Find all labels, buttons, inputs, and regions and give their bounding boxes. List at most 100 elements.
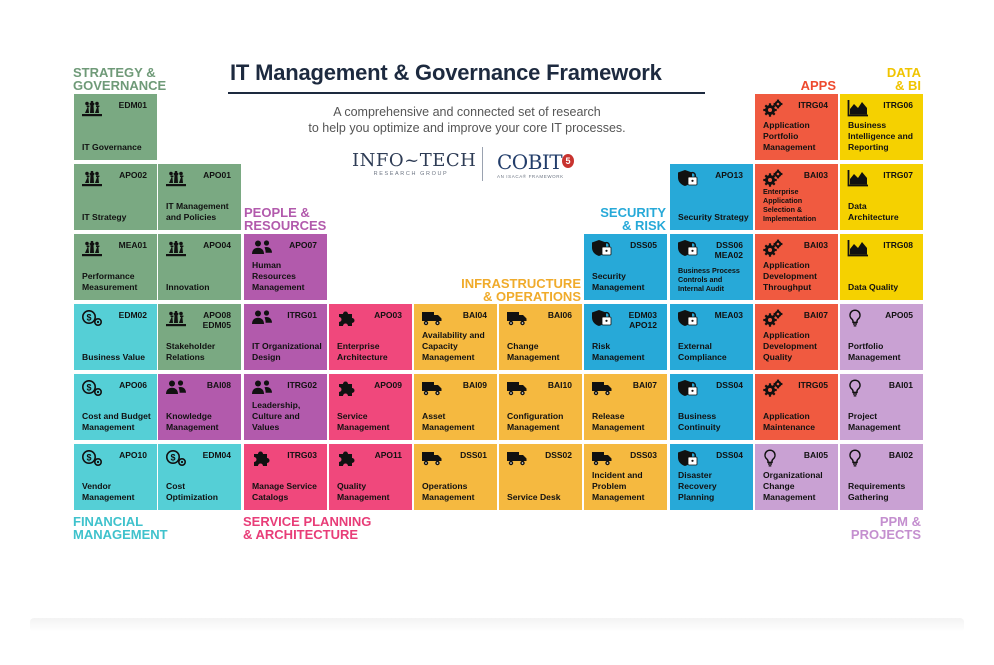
tile-dss06: DSS06 MEA02 Business Process Controls and …	[670, 234, 753, 300]
tile-name: IT Management and Policies	[166, 201, 229, 222]
category-line: DATA	[886, 65, 921, 80]
tile-name: Security Strategy	[678, 212, 749, 222]
tile-code-primary: APO08	[203, 310, 231, 320]
puzzle-icon	[336, 379, 358, 397]
tile-code-primary: ITRG07	[883, 170, 913, 180]
people-icon	[251, 309, 273, 327]
title-underline	[228, 92, 705, 94]
puzzle-icon	[251, 449, 273, 467]
category-line: & RISK	[621, 218, 666, 233]
tile-name: External Compliance	[678, 341, 727, 362]
tile-code-primary: MEA01	[118, 240, 147, 250]
tile-code-primary: ITRG04	[798, 100, 828, 110]
tile-code: APO07	[289, 240, 317, 250]
tile-name: Business Process Controls and Internal A…	[678, 266, 740, 293]
tile-name: Business Intelligence and Reporting	[848, 120, 913, 152]
tile-code-primary: ITRG06	[883, 100, 913, 110]
tile-code-primary: ITRG01	[287, 310, 317, 320]
tile-name: Change Management	[507, 341, 560, 362]
tile-name: Configuration Management	[507, 411, 564, 432]
shield-lock-icon	[677, 239, 699, 257]
tile-code-primary: BAI03	[803, 170, 828, 180]
cobit-logo-subtext: AN ISACA® FRAMEWORK	[497, 174, 564, 179]
tile-code-primary: APO11	[374, 450, 402, 460]
tile-code-primary: BAI10	[547, 380, 572, 390]
gears-icon	[762, 379, 784, 397]
tile-code-primary: BAI07	[803, 310, 828, 320]
tile-dss04: DSS04 Disaster Recovery Planning	[670, 444, 753, 510]
tile-code-secondary: EDM05	[202, 320, 231, 330]
tile-code-primary: APO03	[374, 310, 402, 320]
tile-code-secondary: APO12	[629, 320, 657, 330]
tile-code: BAI09	[463, 380, 487, 390]
tile-code-primary: BAI09	[462, 380, 487, 390]
tile-code: ITRG04	[798, 100, 828, 110]
tile-bai06: BAI06 Change Management	[499, 304, 582, 370]
tile-name: Organizational Change Management	[763, 470, 823, 502]
tile-apo07: APO07 Human Resources Management	[244, 234, 327, 300]
tile-code: EDM01	[119, 100, 147, 110]
tile-code-primary: DSS04	[716, 380, 743, 390]
category-financial-management: FINANCIAL MANAGEMENT	[73, 515, 168, 541]
tile-code: EDM03 APO12	[629, 310, 657, 330]
tile-dss04: DSS04 Business Continuity	[670, 374, 753, 440]
tile-name: Cost and Budget Management	[82, 411, 151, 432]
tile-code: APO09	[374, 380, 402, 390]
truck-icon	[421, 379, 443, 397]
tile-code-primary: BAI06	[547, 310, 572, 320]
tile-code: DSS06 MEA02	[715, 240, 743, 260]
cobit-logo-text: COBIT	[497, 150, 563, 174]
tile-name: Cost Optimization	[166, 481, 219, 502]
money-gear-icon: $	[165, 449, 187, 467]
truck-icon	[506, 379, 528, 397]
tile-code-primary: MEA03	[714, 310, 743, 320]
tile-bai05: BAI05 Organizational Change Management	[755, 444, 838, 510]
tile-code: BAI01	[889, 380, 913, 390]
tile-name: Service Management	[337, 411, 390, 432]
tile-code-primary: EDM03	[628, 310, 657, 320]
tile-code: ITRG03	[287, 450, 317, 460]
tile-bai09: BAI09 Asset Management	[414, 374, 497, 440]
lightbulb-icon	[847, 379, 869, 397]
chess-icon	[165, 169, 187, 187]
tile-mea03: MEA03 External Compliance	[670, 304, 753, 370]
tile-itrg04: ITRG04 Application Portfolio Management	[755, 94, 838, 160]
tile-code: APO13	[715, 170, 743, 180]
tile-name: Knowledge Management	[166, 411, 219, 432]
tile-code-primary: DSS03	[630, 450, 657, 460]
tile-name: Quality Management	[337, 481, 390, 502]
tile-code-secondary: MEA02	[714, 250, 743, 260]
truck-icon	[506, 309, 528, 327]
tile-apo03: APO03 Enterprise Architecture	[329, 304, 412, 370]
category-line: SECURITY	[600, 205, 666, 220]
svg-text:$: $	[86, 383, 91, 393]
tile-code-primary: EDM02	[118, 310, 147, 320]
tile-code: EDM02	[119, 310, 147, 320]
lightbulb-icon	[847, 449, 869, 467]
category-line: INFRASTRUCTURE	[461, 276, 581, 291]
tile-code: DSS05	[630, 240, 657, 250]
tile-apo10: $ APO10 Vendor Management	[74, 444, 157, 510]
shield-lock-icon	[677, 169, 699, 187]
tile-code-primary: DSS06	[716, 240, 743, 250]
category-line: APPS	[800, 78, 836, 93]
truck-icon	[506, 449, 528, 467]
tile-name: Human Resources Management	[252, 260, 305, 292]
tile-name: Asset Management	[422, 411, 475, 432]
tile-bai04: BAI04 Availability and Capacity Managemen…	[414, 304, 497, 370]
tile-name: Project Management	[848, 411, 901, 432]
tile-apo05: APO05 Portfolio Management	[840, 304, 923, 370]
tile-code: DSS03	[630, 450, 657, 460]
tile-code-primary: ITRG03	[287, 450, 317, 460]
tile-code-primary: BAI04	[462, 310, 487, 320]
category-line: PPM &	[879, 514, 921, 529]
tile-code-primary: BAI05	[803, 450, 828, 460]
tile-bai08: BAI08 Knowledge Management	[158, 374, 241, 440]
truck-icon	[421, 309, 443, 327]
tile-apo13: APO13 Security Strategy	[670, 164, 753, 230]
tile-code: APO10	[119, 450, 147, 460]
svg-text:$: $	[86, 313, 91, 323]
tile-code: APO06	[119, 380, 147, 390]
tile-bai07: BAI07 Application Development Quality	[755, 304, 838, 370]
tile-code-primary: ITRG05	[798, 380, 828, 390]
